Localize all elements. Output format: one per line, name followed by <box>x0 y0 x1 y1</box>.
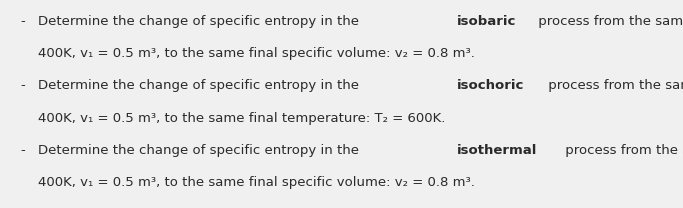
Text: Determine the change of specific entropy in the: Determine the change of specific entropy… <box>38 144 363 157</box>
Text: Determine the change of specific entropy in the: Determine the change of specific entropy… <box>38 79 363 92</box>
Text: process from the same initial state, T₁ =: process from the same initial state, T₁ … <box>544 79 683 92</box>
Text: -: - <box>20 144 25 157</box>
Text: 400K, v₁ = 0.5 m³, to the same final specific volume: v₂ = 0.8 m³.: 400K, v₁ = 0.5 m³, to the same final spe… <box>38 176 475 189</box>
Text: 400K, v₁ = 0.5 m³, to the same final specific volume: v₂ = 0.8 m³.: 400K, v₁ = 0.5 m³, to the same final spe… <box>38 47 475 60</box>
Text: process from the same initial state, T₁ =: process from the same initial state, T₁ … <box>534 15 683 28</box>
Text: -: - <box>20 79 25 92</box>
Text: isobaric: isobaric <box>457 15 516 28</box>
Text: process from the same initial state, T₁ =: process from the same initial state, T₁ … <box>561 144 683 157</box>
Text: -: - <box>20 15 25 28</box>
Text: Determine the change of specific entropy in the: Determine the change of specific entropy… <box>38 15 363 28</box>
Text: isochoric: isochoric <box>457 79 525 92</box>
Text: isothermal: isothermal <box>457 144 538 157</box>
Text: 400K, v₁ = 0.5 m³, to the same final temperature: T₂ = 600K.: 400K, v₁ = 0.5 m³, to the same final tem… <box>38 112 445 125</box>
